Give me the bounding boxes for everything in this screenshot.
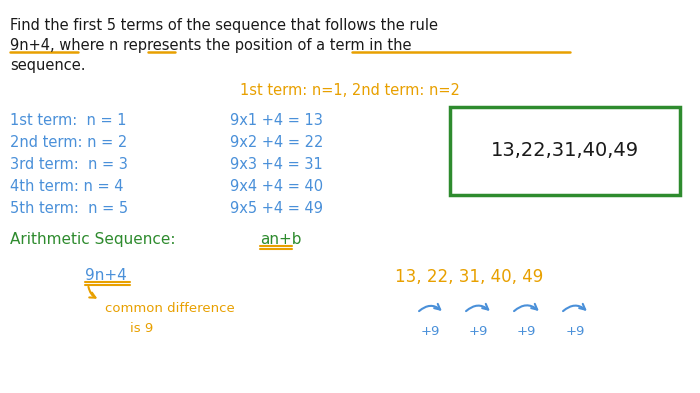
FancyBboxPatch shape xyxy=(450,107,680,195)
Text: 9x3 +4 = 31: 9x3 +4 = 31 xyxy=(230,157,323,172)
Text: 9x4 +4 = 40: 9x4 +4 = 40 xyxy=(230,179,323,194)
Text: sequence.: sequence. xyxy=(10,58,85,73)
Text: 9x1 +4 = 13: 9x1 +4 = 13 xyxy=(230,113,323,128)
Text: 5th term:  n = 5: 5th term: n = 5 xyxy=(10,201,128,216)
Text: an+b: an+b xyxy=(260,232,302,247)
Text: 13,22,31,40,49: 13,22,31,40,49 xyxy=(491,141,639,160)
Text: 1st term: n=1, 2nd term: n=2: 1st term: n=1, 2nd term: n=2 xyxy=(240,83,460,98)
Text: common difference: common difference xyxy=(105,302,235,315)
Text: 3rd term:  n = 3: 3rd term: n = 3 xyxy=(10,157,128,172)
Text: 9x2 +4 = 22: 9x2 +4 = 22 xyxy=(230,135,323,150)
Text: Find the first 5 terms of the sequence that follows the rule: Find the first 5 terms of the sequence t… xyxy=(10,18,438,33)
Text: 13, 22, 31, 40, 49: 13, 22, 31, 40, 49 xyxy=(395,268,543,286)
Text: 1st term:  n = 1: 1st term: n = 1 xyxy=(10,113,127,128)
Text: is 9: is 9 xyxy=(130,322,153,335)
Text: 9n+4, where n represents the position of a term in the: 9n+4, where n represents the position of… xyxy=(10,38,412,53)
Text: +9: +9 xyxy=(421,325,440,338)
Text: 9n+4: 9n+4 xyxy=(85,268,127,283)
Text: 2nd term: n = 2: 2nd term: n = 2 xyxy=(10,135,127,150)
Text: Arithmetic Sequence:: Arithmetic Sequence: xyxy=(10,232,181,247)
Text: 4th term: n = 4: 4th term: n = 4 xyxy=(10,179,123,194)
Text: 9x5 +4 = 49: 9x5 +4 = 49 xyxy=(230,201,323,216)
Text: +9: +9 xyxy=(468,325,488,338)
Text: +9: +9 xyxy=(517,325,536,338)
Text: +9: +9 xyxy=(566,325,584,338)
